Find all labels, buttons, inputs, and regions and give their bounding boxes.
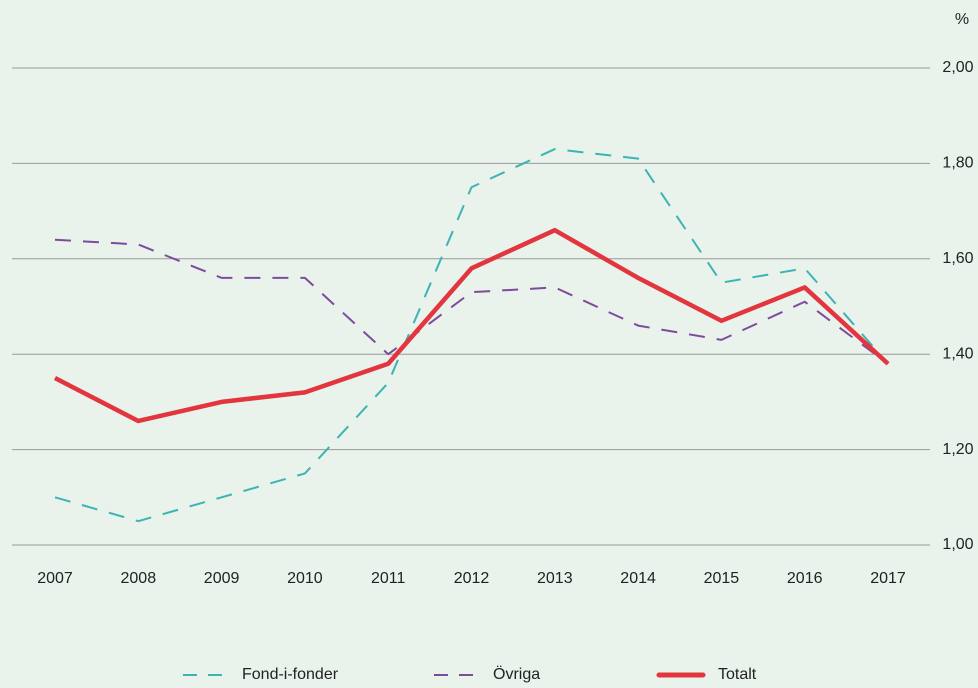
y-tick-label: 1,20 <box>942 441 973 458</box>
y-tick-label: 2,00 <box>942 59 973 76</box>
y-axis-unit: % <box>955 11 969 28</box>
legend-label: Totalt <box>718 666 757 683</box>
x-tick-label: 2016 <box>787 570 823 587</box>
y-tick-label: 1,00 <box>942 536 973 553</box>
line-series <box>53 227 890 424</box>
x-tick-label: 2011 <box>371 570 406 587</box>
y-tick-label: 1,80 <box>942 155 973 172</box>
line-series <box>54 148 889 523</box>
x-tick-label: 2008 <box>121 570 157 587</box>
x-tick-label: 2009 <box>204 570 240 587</box>
x-tick-label: 2015 <box>704 570 740 587</box>
x-tick-label: 2012 <box>454 570 490 587</box>
x-tick-label: 2017 <box>870 570 906 587</box>
x-tick-label: 2007 <box>37 570 73 587</box>
x-tick-label: 2014 <box>620 570 656 587</box>
x-tick-label: 2010 <box>287 570 323 587</box>
legend-label: Övriga <box>493 665 540 683</box>
line-series <box>54 238 889 365</box>
x-tick-label: 2013 <box>537 570 573 587</box>
legend-label: Fond-i-fonder <box>242 666 339 683</box>
y-tick-label: 1,60 <box>942 250 973 267</box>
y-tick-label: 1,40 <box>942 345 973 362</box>
